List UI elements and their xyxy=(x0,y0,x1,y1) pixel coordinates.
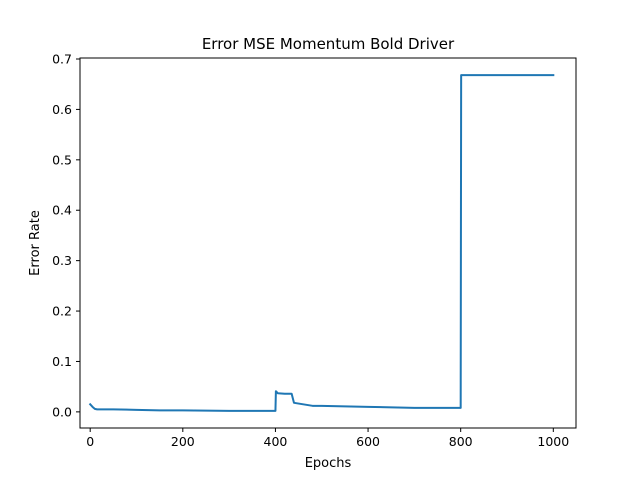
y-tick-label: 0.2 xyxy=(52,304,72,319)
x-tick-label: 400 xyxy=(264,434,288,449)
x-tick-label: 0 xyxy=(86,434,94,449)
y-axis-label: Error Rate xyxy=(28,210,43,276)
x-tick-label: 1000 xyxy=(537,434,569,449)
chart-title: Error MSE Momentum Bold Driver xyxy=(202,35,455,53)
y-tick-label: 0.0 xyxy=(52,404,72,419)
y-tick-label: 0.3 xyxy=(52,253,72,268)
x-tick-label: 600 xyxy=(356,434,380,449)
series-line-0 xyxy=(88,74,555,412)
plot-area xyxy=(88,74,555,412)
y-tick-label: 0.7 xyxy=(52,52,72,67)
x-axis: 0 200 400 600 800 1000 xyxy=(86,428,569,449)
axes-frame xyxy=(79,57,577,429)
y-tick-label: 0.4 xyxy=(52,203,72,218)
x-tick-label: 800 xyxy=(449,434,473,449)
y-tick-label: 0.6 xyxy=(52,102,72,117)
y-tick-label: 0.5 xyxy=(52,152,72,167)
y-tick-label: 0.1 xyxy=(52,354,72,369)
x-axis-label: Epochs xyxy=(305,456,352,471)
y-axis: 0.0 0.1 0.2 0.3 0.4 0.5 0.6 0.7 xyxy=(52,52,80,419)
x-tick-label: 200 xyxy=(171,434,195,449)
